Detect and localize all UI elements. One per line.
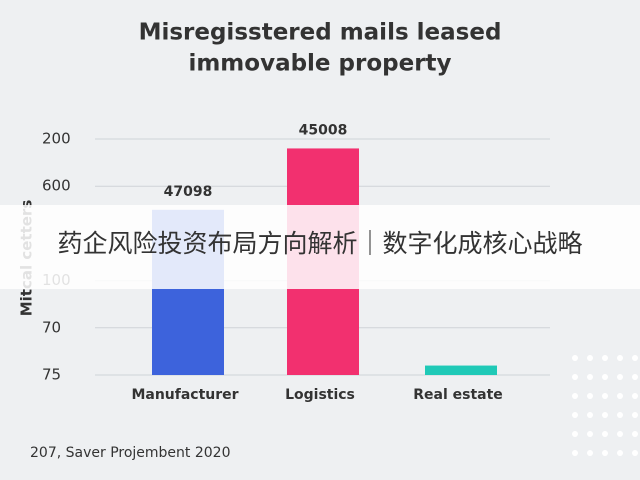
- dot: [602, 450, 608, 456]
- decoration: [572, 355, 638, 456]
- dot: [587, 374, 593, 380]
- chart-title: immovable property: [188, 51, 451, 77]
- y-tick-label: 75: [42, 366, 61, 384]
- dot: [602, 393, 608, 399]
- annotation: 47098: [164, 184, 213, 200]
- y-tick-label: 200: [42, 130, 71, 148]
- source-note: 207, Saver Projembent 2020: [30, 445, 230, 461]
- dot: [617, 431, 623, 437]
- dot: [572, 412, 578, 418]
- dot: [602, 374, 608, 380]
- dot: [602, 431, 608, 437]
- dot: [602, 355, 608, 361]
- dot: [602, 412, 608, 418]
- chart-title: Misregisstered mails leased: [139, 20, 502, 46]
- dot: [572, 393, 578, 399]
- bar: [425, 365, 497, 375]
- dot: [572, 355, 578, 361]
- dot: [587, 412, 593, 418]
- dot: [617, 412, 623, 418]
- dot: [572, 431, 578, 437]
- dot: [632, 374, 638, 380]
- dot: [632, 355, 638, 361]
- x-tick-label: Logistics: [285, 387, 355, 403]
- dot: [617, 450, 623, 456]
- dot: [572, 450, 578, 456]
- dot: [617, 393, 623, 399]
- x-tick-label: Real estate: [413, 387, 503, 403]
- dot: [572, 374, 578, 380]
- dot: [587, 355, 593, 361]
- dot: [632, 431, 638, 437]
- dot: [632, 393, 638, 399]
- x-tick-label: Manufacturer: [131, 387, 238, 403]
- dot: [632, 450, 638, 456]
- y-tick-label: 70: [42, 318, 61, 336]
- dot: [587, 450, 593, 456]
- dot: [617, 374, 623, 380]
- y-tick-label: 600: [42, 177, 71, 195]
- overlay-banner: [0, 205, 640, 289]
- annotation: 45008: [299, 122, 348, 138]
- dot: [587, 431, 593, 437]
- dot: [617, 355, 623, 361]
- dot: [587, 393, 593, 399]
- dot: [632, 412, 638, 418]
- overlay-text: 药企风险投资布局方向解析｜数字化成核心战略: [57, 229, 582, 258]
